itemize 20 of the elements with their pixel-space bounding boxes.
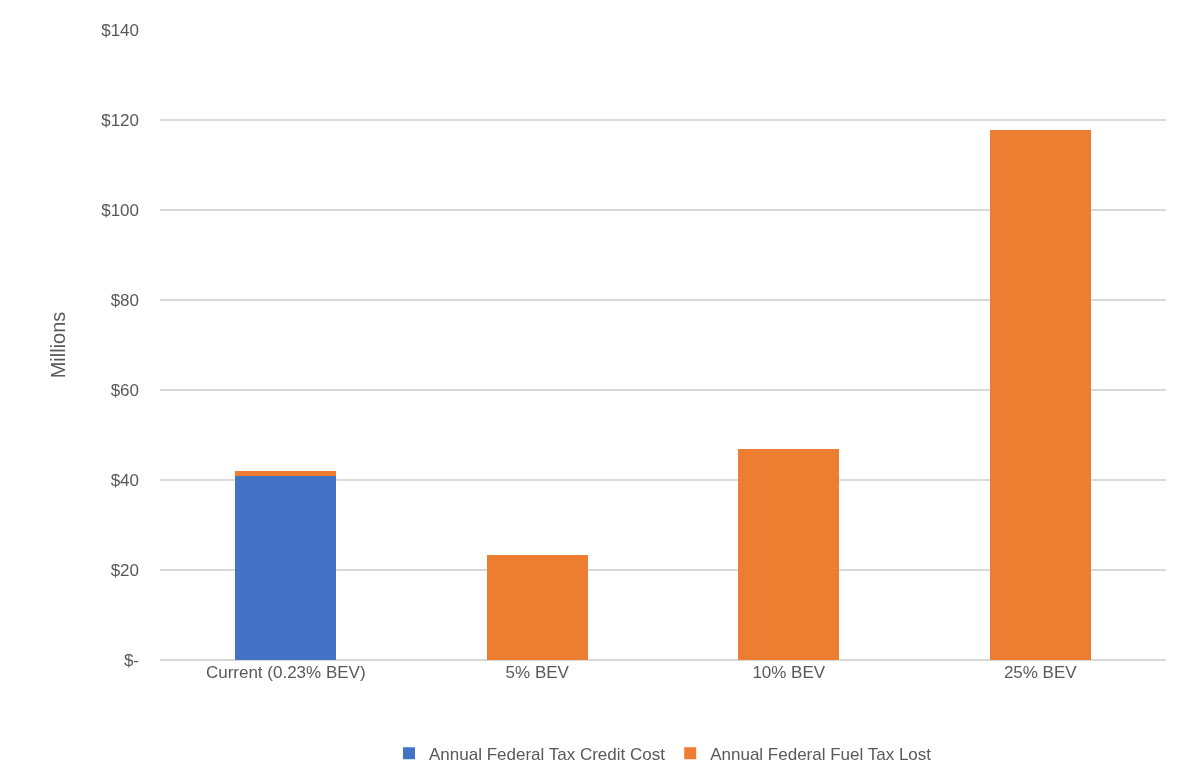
x-tick-label: 10% BEV [752,663,826,682]
bar [486,554,588,660]
x-tick-label: 25% BEV [1003,663,1078,682]
y-axis-title: Millions [46,311,69,379]
y-tick-label: $120 [101,110,139,130]
y-tick-label: $40 [110,470,139,490]
bar [989,129,1091,660]
legend-label: Annual Federal Fuel Tax Lost [710,744,932,764]
x-tick-label: Current (0.23% BEV) [205,663,366,682]
x-tick-label: 5% BEV [505,663,570,682]
bar [235,471,337,476]
bar [235,475,337,660]
y-tick-label: $60 [110,380,139,400]
y-tick-label: $100 [101,200,139,220]
y-tick-label: $20 [110,560,139,580]
y-tick-label: $140 [101,20,139,40]
y-tick-label: $- [123,650,139,670]
bar [738,448,840,660]
y-tick-label: $80 [110,290,139,310]
legend-label: Annual Federal Tax Credit Cost [429,744,666,764]
